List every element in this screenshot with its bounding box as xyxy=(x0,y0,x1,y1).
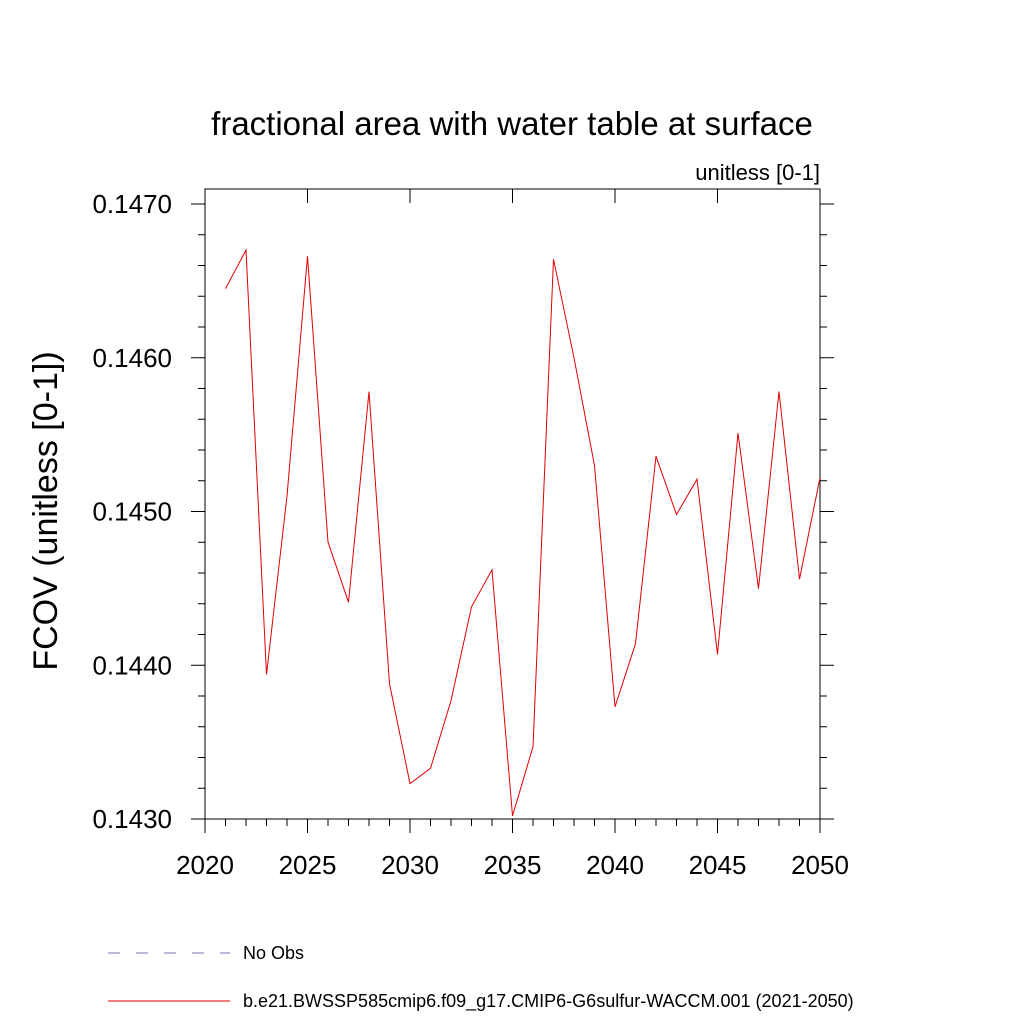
x-tick-label: 2040 xyxy=(586,850,644,880)
y-tick-label: 0.1430 xyxy=(92,804,172,834)
legend-label-no-obs: No Obs xyxy=(243,943,304,963)
x-tick-label: 2030 xyxy=(381,850,439,880)
y-tick-label: 0.1460 xyxy=(92,343,172,373)
y-tick-label: 0.1450 xyxy=(92,497,172,527)
y-axis-tick-labels: 0.1430 0.1440 0.1450 0.1460 0.1470 xyxy=(92,189,172,834)
series-line xyxy=(225,248,821,817)
chart-subtitle: unitless [0-1] xyxy=(695,160,820,185)
chart-title: fractional area with water table at surf… xyxy=(211,105,813,142)
y-axis-ticks xyxy=(191,203,834,820)
series-group xyxy=(225,248,821,817)
x-tick-label: 2020 xyxy=(176,850,234,880)
x-axis-ticks xyxy=(204,189,821,833)
x-tick-label: 2025 xyxy=(279,850,337,880)
y-tick-label: 0.1470 xyxy=(92,189,172,219)
legend-label-model: b.e21.BWSSP585cmip6.f09_g17.CMIP6-G6sulf… xyxy=(243,991,854,1012)
legend: No Obs b.e21.BWSSP585cmip6.f09_g17.CMIP6… xyxy=(108,943,854,1012)
plot-frame xyxy=(204,188,821,820)
x-tick-label: 2045 xyxy=(689,850,747,880)
x-tick-label: 2035 xyxy=(484,850,542,880)
y-axis-label: FCOV (unitless [0-1]) xyxy=(27,351,65,670)
y-tick-label: 0.1440 xyxy=(92,650,172,680)
x-tick-label: 2050 xyxy=(791,850,849,880)
x-axis-tick-labels: 2020 2025 2030 2035 2040 2045 2050 xyxy=(176,850,849,880)
